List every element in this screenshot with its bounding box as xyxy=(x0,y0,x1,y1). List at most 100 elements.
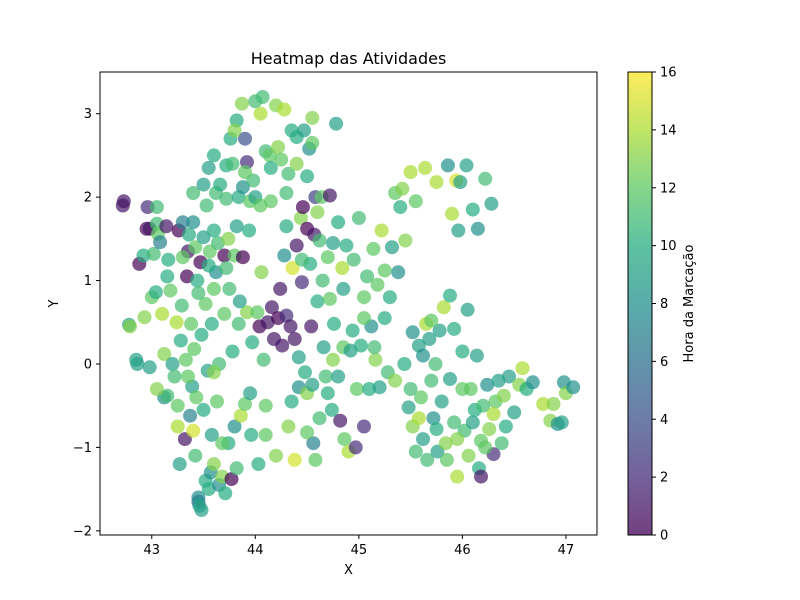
data-point xyxy=(221,231,236,246)
data-point xyxy=(480,377,495,392)
data-point xyxy=(385,240,399,255)
data-point xyxy=(183,408,198,423)
data-point xyxy=(304,319,319,334)
data-point xyxy=(256,352,271,367)
data-point xyxy=(418,160,433,175)
data-point xyxy=(227,419,242,434)
data-point xyxy=(279,186,294,200)
data-point xyxy=(225,156,240,171)
data-point xyxy=(184,316,199,331)
data-point xyxy=(186,215,201,230)
data-point xyxy=(324,402,339,417)
data-point xyxy=(172,457,187,472)
data-point xyxy=(300,169,315,184)
y-tick-label: 3 xyxy=(84,107,92,122)
data-point xyxy=(174,298,189,313)
data-point xyxy=(478,171,493,186)
data-point xyxy=(298,365,312,380)
data-point xyxy=(443,288,457,303)
data-point xyxy=(439,452,454,467)
data-point xyxy=(149,382,164,396)
data-point xyxy=(403,165,418,180)
data-point xyxy=(281,166,296,181)
data-point xyxy=(305,135,320,150)
y-tick-label: 1 xyxy=(84,274,92,289)
x-tick-label: 46 xyxy=(454,543,471,558)
points-layer xyxy=(115,90,581,517)
data-point xyxy=(175,215,190,230)
data-point xyxy=(253,198,268,213)
data-point xyxy=(331,215,346,230)
data-point xyxy=(234,96,249,111)
data-point xyxy=(238,397,252,411)
data-point xyxy=(188,240,203,255)
data-point xyxy=(243,386,258,401)
colorbar-tick-label: 2 xyxy=(660,471,668,486)
data-point xyxy=(264,300,279,315)
y-axis: −2 −1 0 1 2 3 xyxy=(73,107,100,539)
data-point xyxy=(494,436,509,451)
data-point xyxy=(322,291,337,306)
data-point xyxy=(470,221,485,236)
data-point xyxy=(283,319,298,334)
data-point xyxy=(186,423,201,438)
data-point xyxy=(175,250,190,265)
data-point xyxy=(227,123,242,138)
colorbar-tick-label: 8 xyxy=(660,297,668,312)
data-point xyxy=(426,411,441,426)
data-point xyxy=(408,194,423,209)
data-point xyxy=(329,116,344,131)
data-point xyxy=(310,294,325,309)
data-point xyxy=(238,131,252,146)
data-point xyxy=(395,181,410,196)
data-point xyxy=(196,230,211,245)
data-point xyxy=(238,165,252,180)
data-point xyxy=(206,281,221,296)
data-point xyxy=(335,261,350,275)
data-point xyxy=(222,281,237,296)
data-point xyxy=(436,300,451,315)
data-point xyxy=(443,372,457,386)
data-point xyxy=(232,294,247,309)
x-tick-label: 47 xyxy=(558,543,575,558)
data-point xyxy=(295,200,310,215)
data-point xyxy=(279,308,294,323)
data-point xyxy=(204,316,219,331)
colorbar-tick-label: 14 xyxy=(660,123,677,138)
data-point xyxy=(424,373,439,388)
data-point xyxy=(206,223,221,238)
data-point xyxy=(233,408,248,423)
data-point xyxy=(382,290,397,305)
data-point xyxy=(217,306,232,321)
data-point xyxy=(169,315,184,330)
data-point xyxy=(273,281,288,296)
y-axis-label: Y xyxy=(47,299,62,308)
data-point xyxy=(217,248,232,263)
data-point xyxy=(186,186,201,200)
data-point xyxy=(476,398,491,413)
data-point xyxy=(566,380,581,395)
data-point xyxy=(201,160,216,175)
data-point xyxy=(242,223,257,238)
data-point xyxy=(258,427,273,442)
data-point xyxy=(366,241,381,256)
data-point xyxy=(235,250,250,265)
data-point xyxy=(554,415,569,430)
data-point xyxy=(403,382,418,396)
data-point xyxy=(167,369,182,384)
x-tick-label: 44 xyxy=(247,543,264,558)
data-point xyxy=(215,436,230,451)
colorbar xyxy=(627,71,653,536)
data-point xyxy=(450,469,465,484)
data-point xyxy=(188,448,203,463)
data-point xyxy=(318,369,333,384)
data-point xyxy=(465,202,480,217)
data-point xyxy=(218,486,233,501)
data-point xyxy=(250,305,265,320)
data-point xyxy=(201,258,216,273)
data-point xyxy=(284,394,299,409)
data-point xyxy=(306,436,321,451)
data-point xyxy=(351,211,366,225)
data-point xyxy=(474,469,488,484)
data-point xyxy=(245,335,260,350)
